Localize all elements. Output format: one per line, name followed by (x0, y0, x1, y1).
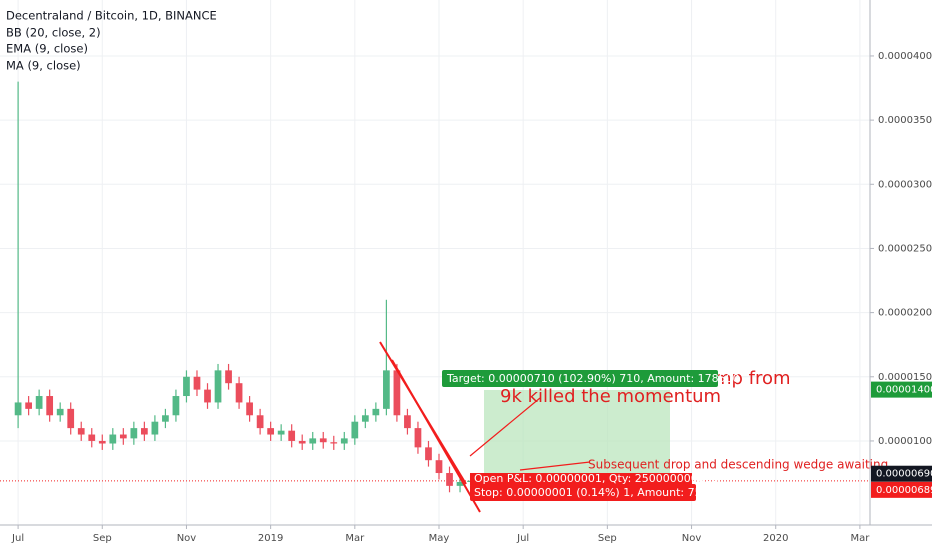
candle-body (46, 396, 54, 416)
arrow (469, 397, 541, 457)
price-tag (871, 465, 932, 482)
x-tick-label: Nov (177, 533, 197, 544)
indicator: EMA (9, close) (6, 42, 88, 56)
open-label: Open P&L: 0.00000001, Qty: 250000000000 (474, 472, 719, 485)
candle-body (414, 428, 422, 448)
candle-body (456, 482, 464, 486)
arrow (519, 461, 591, 471)
x-tick-label: 2019 (258, 533, 283, 544)
x-tick-label: Sep (93, 533, 112, 544)
x-tick-label: 2020 (763, 533, 788, 544)
target-label-bg (442, 370, 718, 387)
x-tick-label: Jul (11, 533, 24, 544)
candle-body (372, 408, 380, 416)
candle-body (319, 438, 327, 443)
stop-label-bg (470, 484, 696, 501)
candle-body (298, 440, 306, 444)
candle-body (361, 415, 369, 422)
x-tick-label: Jul (516, 533, 529, 544)
annotation: Subsequent drop and descending wedge awa… (588, 458, 888, 472)
candle-body (267, 428, 275, 435)
chart-title: Decentraland / Bitcoin, 1D, BINANCE (6, 9, 217, 23)
candle-body (425, 447, 432, 461)
candle-body (351, 421, 359, 439)
candle-body (393, 370, 401, 416)
candle-body (383, 370, 390, 409)
candle-body (25, 402, 32, 409)
candle-body (193, 376, 201, 390)
candle-body (183, 376, 190, 397)
candle-body (330, 442, 338, 444)
stop-label: Stop: 0.00000001 (0.14%) 1, Amount: 750 (474, 486, 709, 499)
x-tick-label: Mar (345, 533, 365, 544)
candle-body (246, 402, 253, 416)
target-label: Target: 0.00000710 (102.90%) 710, Amount… (446, 372, 740, 385)
candle-body (340, 438, 348, 444)
candle-body (77, 428, 85, 435)
candle-body (435, 460, 443, 474)
candle-body (235, 383, 243, 403)
annotation: 9k killed the momentum (500, 386, 721, 407)
y-tick-label: 0.00001000 (878, 436, 932, 447)
x-tick-label: Nov (682, 533, 702, 544)
candle-body (14, 402, 22, 416)
candle-body (446, 473, 453, 486)
candle-body (151, 421, 159, 435)
price-tag-label: 0.00000690 (876, 469, 932, 480)
candle-body (172, 396, 180, 416)
candle-body (225, 370, 232, 384)
target-zone (484, 390, 670, 481)
candle-body (162, 415, 169, 422)
candle-body (256, 415, 264, 429)
price-tag-label: 0.00001400 (876, 385, 932, 396)
x-tick-label: Mar (850, 533, 870, 544)
x-tick-label: May (429, 533, 450, 544)
price-tag (871, 481, 932, 498)
indicator: BB (20, close, 2) (6, 26, 101, 40)
x-tick-label: Sep (598, 533, 617, 544)
candle-body (204, 389, 211, 403)
candle-body (277, 430, 285, 435)
candle-body (404, 415, 411, 429)
price-tag (871, 381, 932, 398)
candle-body (109, 434, 117, 444)
candle-body (98, 440, 106, 444)
candle-body (130, 428, 138, 439)
candle-body (214, 370, 222, 403)
candles (14, 81, 474, 493)
candle-body (88, 434, 96, 441)
candle-body (35, 396, 43, 409)
candle-body (56, 408, 64, 416)
candle-body (141, 428, 148, 435)
candle-body (309, 438, 317, 444)
candle-body (288, 430, 296, 441)
open-label-bg (470, 473, 692, 485)
candle-body (119, 434, 127, 439)
candle-body (67, 408, 75, 429)
price-tag-label: 0.00000689 (876, 485, 932, 496)
indicator: MA (9, close) (6, 59, 81, 73)
trend-line (391, 359, 481, 513)
